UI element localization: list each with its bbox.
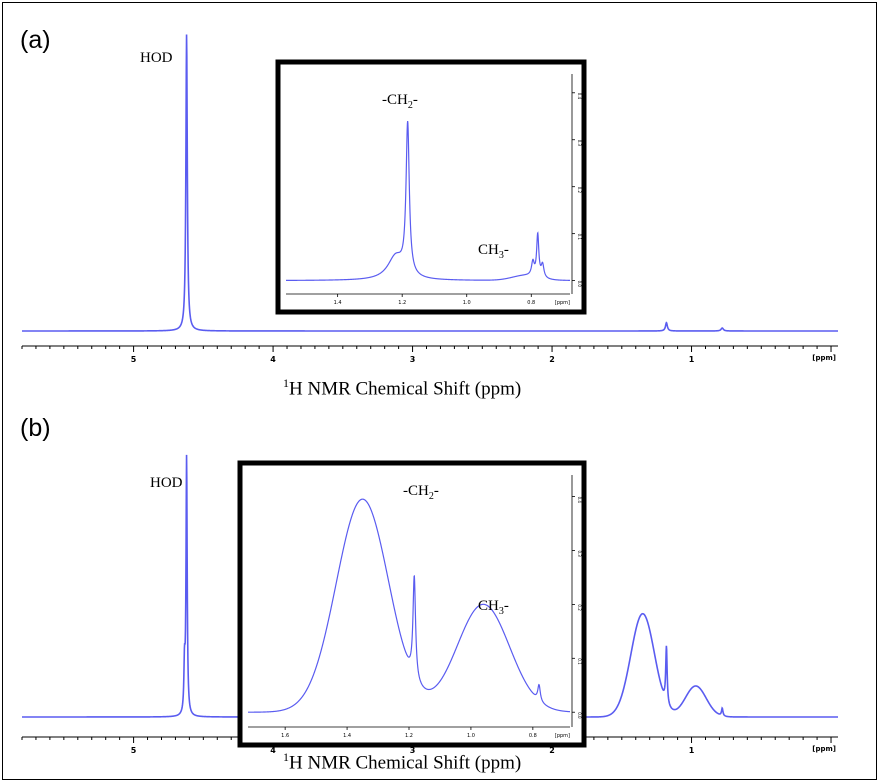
panel-a-hod-label: HOD [140,50,173,66]
panel-a-inset-x-tick-label: 1.4 [334,300,342,306]
panel-b-spectrum: 5 4 3 2 1 [ppm] 1.6 1.4 1.2 1.0 0.8 [ppm] 0.0 0.1 0.2 0… [21,454,838,755]
panel-b-inset-y-tick-label: 0.1 [577,658,582,665]
panel-b-x-title-sup: 1 [283,750,289,764]
panel-a-inset-y-tick-label: 0.4 [577,93,582,100]
panel-a-tick-label: 5 [131,355,137,364]
panel-a-ch2-label: -CH2- [382,92,418,111]
panel-b-ch3-sub: 3 [498,606,504,617]
panel-a-letter: (a) [20,26,51,54]
panel-b-inset-x-tick-label: 1.6 [281,733,289,739]
panel-a-x-title: 1H NMR Chemical Shift (ppm) [283,376,521,400]
panel-a-ch2-pre: -CH [382,92,408,108]
panel-b-inset-x-tick-label: 1.4 [343,733,351,739]
panel-b-inset-x-tick-label: 0.8 [529,733,537,739]
panel-a-ch3-label: CH3- [478,242,509,261]
panel-a-tick-label: 2 [549,355,555,364]
panel-b-ch2-label: -CH2- [403,483,439,502]
panel-b-inset-x-tick-label: 1.2 [405,733,413,739]
panel-a-inset-x-tick-label: 0.8 [527,300,535,306]
panel-b-ch2-pre: -CH [403,483,429,499]
panel-b-inset-x-tick-label: 1.0 [467,733,475,739]
panel-b-x-title: 1H NMR Chemical Shift (ppm) [283,750,521,774]
panel-a-inset-x-tick-label: 1.2 [398,300,406,306]
panel-a-inset-series-line [286,120,571,281]
panel-a-series-line [22,34,838,332]
panel-b-letter: (b) [20,414,51,442]
panel-a-tick-label: 4 [270,355,276,364]
panel-b-inset-y-tick-label: 0.4 [577,497,582,504]
panel-a-x-unit: [ppm] [812,354,836,362]
panel-a-ch3-sub: 3 [498,250,504,261]
panel-b-tick-label: 1 [689,746,695,755]
panel-a-ch2-post: - [412,92,418,108]
panel-a-spectrum: 5 4 3 2 1 [ppm] 1.4 1.2 1.0 0.8 [ppm] 0.0 0.1 0.2 0.3 0… [21,34,838,364]
panel-b-tick-label: 4 [270,746,276,755]
panel-a-inset-frame [275,59,587,315]
panel-b-ch3-post: - [503,598,509,614]
panel-b-tick-label: 3 [410,746,416,755]
panel-b-inset-frame [237,460,587,748]
panel-b-tick-label: 2 [549,746,555,755]
panel-a-inset-y-tick-label: 0.2 [577,187,582,194]
panel-a-inset-y-tick-label: 0.0 [577,281,582,288]
panel-a-inset-x-unit: [ppm] [555,300,570,306]
panel-a-tick-label: 1 [689,355,695,364]
panel-a-ch3-post: - [503,242,509,258]
panel-b-inset-series-line [248,498,571,713]
panel-b-x-title-text: H NMR Chemical Shift (ppm) [289,752,522,774]
panel-b-x-unit: [ppm] [812,745,836,753]
panel-b-inset-x-unit: [ppm] [555,733,570,739]
panel-b-ch2-sub: 2 [428,491,434,502]
panel-b-hod-label: HOD [150,475,183,491]
panel-b-inset-y-tick-label: 0.0 [577,712,582,719]
panel-a-inset-y-tick-label: 0.1 [577,234,582,241]
panel-a-x-title-sup: 1 [283,376,289,390]
panel-a-inset-x-tick-label: 1.0 [463,300,471,306]
panel-a-ch2-sub: 2 [407,100,413,111]
panel-b-tick-label: 5 [131,746,137,755]
panel-b-inset-y-tick-label: 0.3 [577,550,582,557]
panel-a-tick-label: 3 [410,355,416,364]
panel-a-inset-y-tick-label: 0.3 [577,140,582,147]
panel-b-ch3-pre: CH [478,598,499,614]
panel-b-ch2-post: - [433,483,439,499]
panel-b-inset-y-tick-label: 0.2 [577,604,582,611]
panel-a-ch3-pre: CH [478,242,499,258]
panel-a-x-title-text: H NMR Chemical Shift (ppm) [289,378,522,400]
panel-b-ch3-label: CH3- [478,598,509,617]
